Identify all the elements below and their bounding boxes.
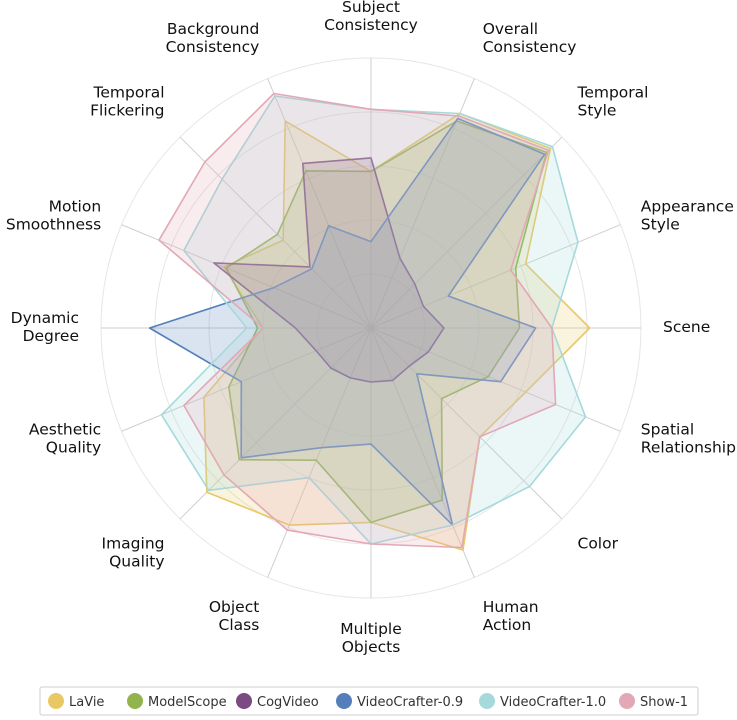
axis-label-line: Multiple: [340, 620, 402, 638]
axis-label: Dynamic Degree: [11, 309, 79, 345]
axis-spoke: [267, 78, 372, 329]
legend: LaVie ModelScope CogVideo VideoCrafter-0.9 V…: [39, 686, 699, 716]
axis-label: Aesthetic Quality: [29, 421, 101, 457]
axis-label-line: Quality: [46, 439, 101, 457]
axis-label: Spatial Relationship: [641, 421, 736, 457]
axis-label: Imaging Quality: [102, 535, 165, 571]
axis-spoke: [179, 136, 372, 329]
axis-label-line: Human: [483, 598, 539, 616]
legend-swatch: [619, 693, 635, 709]
axis-label-line: Consistency: [324, 16, 418, 34]
axis-label: Object Class: [209, 598, 259, 634]
legend-swatch: [336, 693, 352, 709]
axis-label: Motion Smoothness: [6, 197, 101, 233]
axis-label-line: Relationship: [641, 439, 736, 457]
axis-label-line: Consistency: [166, 38, 260, 56]
axis-label-line: Temporal: [577, 84, 649, 102]
axis-label-line: Overall: [483, 20, 538, 38]
axis-labels: Subject Consistency Overall ConsistencyTemp…: [6, 0, 736, 656]
legend-label: VideoCrafter-0.9: [357, 695, 463, 710]
axis-label-line: Style: [578, 102, 617, 120]
axis-spoke: [370, 224, 621, 329]
series-polygon-5: [158, 92, 557, 549]
axis-label-line: Background: [167, 20, 259, 38]
axis-label-line: Consistency: [483, 38, 577, 56]
legend-label: LaVie: [69, 695, 104, 710]
axis-spoke: [370, 327, 621, 432]
axis-label-line: Imaging: [102, 535, 165, 553]
axis-label: Temporal Style: [577, 84, 649, 120]
axis-label-line: Temporal: [93, 84, 165, 102]
legend-swatch: [479, 693, 495, 709]
axis-label-line: Appearance: [641, 197, 734, 215]
legend-label: CogVideo: [257, 695, 319, 710]
axis-label-line: Quality: [109, 553, 164, 571]
legend-swatch: [48, 693, 64, 709]
axis-label-line: Objects: [342, 638, 401, 656]
axis-spoke: [370, 327, 563, 520]
axis-label: Overall Consistency: [483, 20, 577, 56]
axis-label-line: Degree: [23, 327, 79, 345]
axis-label-line: Scene: [663, 318, 710, 336]
axis-label: Background Consistency: [166, 20, 260, 56]
axis-label-line: Subject: [342, 0, 400, 16]
axis-label-line: Class: [219, 616, 260, 634]
axis-label-line: Motion: [49, 197, 102, 215]
axis-label: Color: [578, 535, 619, 553]
axis-label-line: Flickering: [90, 102, 164, 120]
axis-label: Multiple Objects: [340, 620, 402, 656]
axis-label-line: Object: [209, 598, 259, 616]
series-polygon-3: [148, 117, 546, 526]
axis-label: Temporal Flickering: [90, 84, 164, 120]
axis-label-line: Spatial: [641, 421, 694, 439]
axis-spoke: [267, 327, 372, 578]
legend-swatch: [236, 693, 252, 709]
legend-label: ModelScope: [148, 695, 227, 710]
legend-frame: [39, 686, 699, 716]
legend-label: Show-1: [640, 695, 688, 710]
axis-label: Human Action: [483, 598, 539, 634]
axis-spoke: [370, 327, 475, 578]
axis-label-line: Aesthetic: [29, 421, 101, 439]
axis-label: Subject Consistency: [324, 0, 418, 34]
axis-label-line: Dynamic: [11, 309, 79, 327]
axis-label-line: Action: [483, 616, 532, 634]
axis-label-line: Smoothness: [6, 215, 101, 233]
axis-spoke: [370, 136, 563, 329]
axis-label-line: Color: [578, 535, 619, 553]
legend-label: VideoCrafter-1.0: [500, 695, 606, 710]
legend-swatch: [127, 693, 143, 709]
radar-series: [148, 92, 591, 551]
axis-label-line: Style: [641, 215, 680, 233]
series-polygon-2: [213, 157, 445, 383]
axis-label: Scene: [663, 318, 710, 336]
axis-spoke: [179, 327, 372, 520]
axis-spoke: [121, 224, 372, 329]
axis-label: Appearance Style: [641, 197, 734, 233]
